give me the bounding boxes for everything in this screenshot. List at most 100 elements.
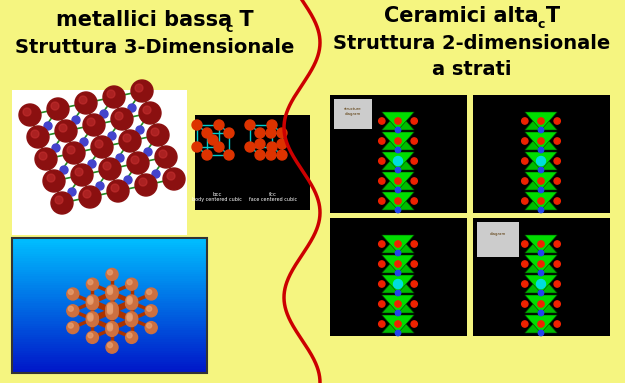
Polygon shape <box>525 152 558 170</box>
Circle shape <box>96 182 104 190</box>
Bar <box>12 290 207 293</box>
Circle shape <box>224 128 234 138</box>
Bar <box>195 115 310 210</box>
Circle shape <box>107 270 112 275</box>
Circle shape <box>87 118 95 126</box>
Circle shape <box>107 323 112 328</box>
Bar <box>12 330 207 334</box>
Circle shape <box>411 138 418 144</box>
Circle shape <box>147 306 152 311</box>
Circle shape <box>395 207 401 213</box>
Text: fcc: fcc <box>269 192 277 197</box>
Text: c: c <box>537 18 544 31</box>
Circle shape <box>538 187 544 193</box>
Circle shape <box>127 280 132 285</box>
Circle shape <box>379 198 385 204</box>
Polygon shape <box>382 295 414 313</box>
Circle shape <box>554 321 561 327</box>
Circle shape <box>554 138 561 144</box>
Circle shape <box>127 313 132 318</box>
Circle shape <box>538 147 544 153</box>
Circle shape <box>72 116 80 124</box>
Bar <box>12 274 207 277</box>
Bar <box>12 310 207 313</box>
Bar <box>12 256 207 259</box>
Circle shape <box>47 174 55 182</box>
Polygon shape <box>382 255 414 273</box>
Bar <box>12 357 207 360</box>
Circle shape <box>107 306 112 311</box>
Circle shape <box>43 170 65 192</box>
Circle shape <box>106 306 118 318</box>
Circle shape <box>103 162 111 170</box>
Circle shape <box>88 296 93 301</box>
Polygon shape <box>525 315 558 333</box>
Circle shape <box>107 308 112 313</box>
Bar <box>12 317 207 320</box>
Circle shape <box>379 301 385 307</box>
Bar <box>12 294 207 298</box>
Bar <box>12 272 207 275</box>
Bar <box>12 314 207 318</box>
Circle shape <box>106 286 118 299</box>
Circle shape <box>83 190 91 198</box>
Circle shape <box>395 178 401 184</box>
Circle shape <box>379 261 385 267</box>
Circle shape <box>554 281 561 287</box>
Polygon shape <box>525 152 558 170</box>
Text: Struttura 2-dimensionale: Struttura 2-dimensionale <box>333 34 611 53</box>
Text: structure
diagram: structure diagram <box>344 107 362 116</box>
Polygon shape <box>525 132 558 150</box>
Bar <box>12 252 207 255</box>
Polygon shape <box>382 112 414 130</box>
Polygon shape <box>382 192 414 210</box>
Circle shape <box>88 333 93 338</box>
Circle shape <box>395 281 401 287</box>
Circle shape <box>86 312 98 324</box>
Bar <box>12 301 207 304</box>
Circle shape <box>411 281 418 287</box>
Text: c: c <box>225 22 232 35</box>
Polygon shape <box>525 255 558 273</box>
Text: Ceramici alta T: Ceramici alta T <box>384 6 560 26</box>
Polygon shape <box>525 235 558 253</box>
Circle shape <box>144 148 152 156</box>
Polygon shape <box>382 172 414 190</box>
Bar <box>12 260 207 264</box>
Bar <box>12 242 207 246</box>
Circle shape <box>554 198 561 204</box>
Circle shape <box>214 142 224 152</box>
Circle shape <box>79 96 87 104</box>
Circle shape <box>554 241 561 247</box>
Bar <box>12 360 207 363</box>
Polygon shape <box>525 275 558 293</box>
Circle shape <box>88 299 93 304</box>
Circle shape <box>106 288 118 300</box>
Polygon shape <box>382 152 414 170</box>
Circle shape <box>522 261 528 267</box>
Bar <box>12 303 207 306</box>
Bar <box>12 285 207 288</box>
Circle shape <box>51 102 59 110</box>
Circle shape <box>128 104 136 112</box>
Circle shape <box>127 316 132 321</box>
Circle shape <box>95 140 103 148</box>
Circle shape <box>71 164 93 186</box>
Circle shape <box>86 298 98 310</box>
Bar <box>12 353 207 356</box>
Polygon shape <box>382 275 414 293</box>
Circle shape <box>395 138 401 144</box>
Circle shape <box>395 330 401 336</box>
Circle shape <box>79 186 101 208</box>
Bar <box>12 362 207 365</box>
Circle shape <box>379 118 385 124</box>
Bar <box>12 332 207 336</box>
Circle shape <box>88 315 93 320</box>
Circle shape <box>60 166 68 174</box>
Polygon shape <box>382 235 414 253</box>
Text: Struttura 3-Dimensionale: Struttura 3-Dimensionale <box>15 38 295 57</box>
Circle shape <box>538 250 544 256</box>
Circle shape <box>139 102 161 124</box>
Circle shape <box>106 305 118 317</box>
Text: a strati: a strati <box>432 60 512 79</box>
